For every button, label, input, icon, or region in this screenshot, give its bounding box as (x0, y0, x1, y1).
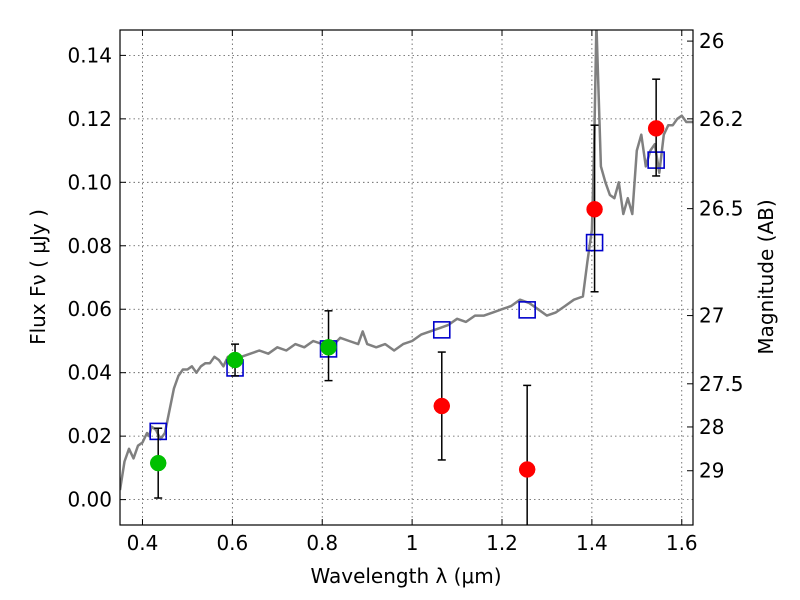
measured-flux-point (433, 397, 451, 415)
y-tick-label: 0.00 (67, 488, 112, 512)
x-tick-label: 0.8 (306, 531, 338, 555)
right-tick-label: 29 (699, 459, 724, 483)
y-tick-label: 0.02 (67, 424, 112, 448)
measured-flux-point (586, 201, 603, 218)
right-tick-label: 26 (699, 29, 724, 53)
right-tick-label: 26.2 (699, 107, 744, 131)
measured-flux-point (320, 339, 337, 356)
grid (120, 30, 693, 525)
axis-ticks: 0.4 0.6 0.8 1 1.2 1.4 1.6 0.00 0.02 0.04 0.06 0.08 0… (67, 29, 743, 555)
y-tick-label: 0.06 (67, 297, 112, 321)
right-tick-label: 27.5 (699, 372, 744, 396)
y-tick-label: 0.10 (67, 170, 112, 194)
model-flux-square (518, 301, 536, 319)
right-tick-label: 27 (699, 304, 724, 328)
y-tick-label: 0.12 (67, 107, 112, 131)
x-axis-label: Wavelength λ (μm) (310, 564, 501, 588)
y-tick-label: 0.14 (67, 43, 112, 67)
plot-frame (119, 29, 694, 526)
y-tick-label: 0.04 (67, 361, 112, 385)
template-spectrum-line (120, 30, 693, 491)
measured-flux-point (518, 461, 536, 478)
y-tick-label: 0.08 (67, 234, 112, 258)
x-tick-label: 0.6 (216, 531, 248, 555)
y-axis-label: Flux Fν ( μJy ) (26, 209, 50, 345)
x-tick-label: 0.4 (127, 531, 159, 555)
plot-data (120, 30, 693, 525)
model-flux-square (432, 321, 451, 339)
right-axis-label: Magnitude (AB) (754, 199, 778, 354)
x-tick-label: 1.4 (576, 531, 608, 555)
measured-flux-point (647, 120, 665, 137)
measured-flux-point (149, 454, 167, 472)
right-tick-label: 26.5 (699, 197, 744, 221)
x-tick-label: 1.2 (486, 531, 518, 555)
x-tick-label: 1 (406, 531, 419, 555)
right-tick-label: 28 (699, 415, 724, 439)
x-tick-label: 1.6 (666, 531, 698, 555)
measured-flux-point (226, 351, 244, 369)
